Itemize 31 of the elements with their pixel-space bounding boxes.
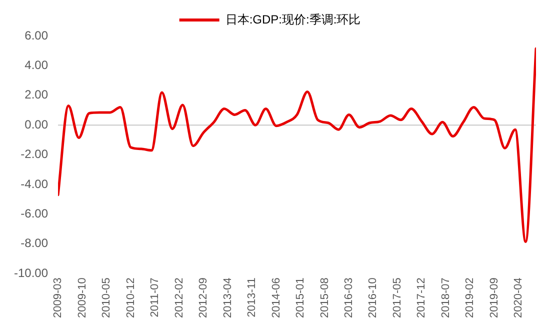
x-tick-label: 2013-04 [222,278,234,318]
x-tick-label: 2009-10 [76,278,88,318]
x-tick-label: 2015-01 [294,278,307,318]
x-tick-label: 2013-11 [246,278,258,318]
y-tick-label: 0.00 [24,117,48,132]
legend-label: 日本:GDP:现价:季调:环比 [225,12,361,26]
x-tick-label: 2016-10 [367,278,380,318]
x-tick-label: 2012-02 [173,278,186,318]
x-tick-label: 2012-09 [198,278,210,318]
y-tick-label: 4.00 [24,58,48,72]
x-tick-label: 2017-05 [391,278,404,318]
x-tick-label: 2010-12 [124,278,137,318]
x-tick-label: 2015-08 [318,278,331,318]
y-tick-label: -6.00 [20,206,48,221]
x-tick-label: 2009-03 [52,278,64,318]
y-tick-label: -10.00 [14,266,48,280]
y-tick-label: 6.00 [24,28,48,42]
y-tick-label: -8.00 [20,236,48,250]
y-tick-label: 2.00 [24,88,48,102]
x-tick-label: 2017-12 [416,278,428,318]
x-tick-label: 2014-06 [270,278,282,318]
line-series [58,47,536,243]
x-tick-label: 2018-07 [440,278,452,318]
x-tick-label: 2016-03 [343,278,355,318]
y-tick-label: -4.00 [20,176,48,191]
y-tick-label: -2.00 [20,147,48,162]
x-tick-label: 2019-09 [488,278,500,318]
x-tick-label: 2011-07 [149,278,162,318]
x-tick-label: 2020-04 [512,278,525,318]
x-tick-label: 2019-02 [464,278,476,318]
x-tick-label: 2010-05 [100,278,113,318]
